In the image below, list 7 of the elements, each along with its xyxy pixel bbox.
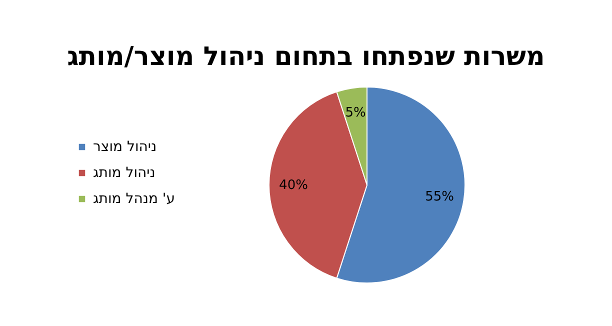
data-label: 5%	[345, 105, 366, 120]
chart-title: משרות שנפתחו בתחום ניהול מוצר/מותג	[67, 42, 545, 72]
legend-label: ניהול מותג	[93, 165, 156, 181]
data-label: 40%	[279, 178, 308, 193]
data-label: 55%	[425, 190, 454, 204]
legend-label: ניהול מוצר	[93, 139, 157, 155]
legend-label: ע' מנהל מותג	[93, 191, 176, 207]
